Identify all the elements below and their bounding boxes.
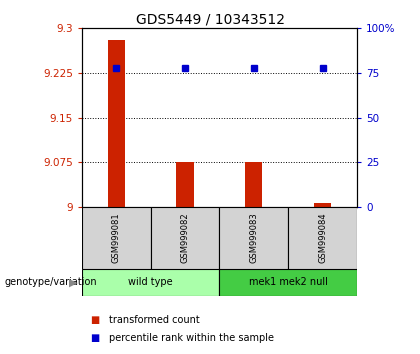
Bar bbox=[219, 269, 357, 296]
Text: percentile rank within the sample: percentile rank within the sample bbox=[109, 333, 274, 343]
Bar bbox=[288, 207, 357, 269]
Bar bbox=[151, 207, 219, 269]
Text: GSM999081: GSM999081 bbox=[112, 213, 121, 263]
Text: GSM999084: GSM999084 bbox=[318, 213, 327, 263]
Text: mek1 mek2 null: mek1 mek2 null bbox=[249, 277, 328, 287]
Bar bbox=[219, 207, 288, 269]
Text: GDS5449 / 10343512: GDS5449 / 10343512 bbox=[136, 12, 284, 27]
Bar bbox=[82, 207, 151, 269]
Bar bbox=[314, 203, 331, 207]
Text: genotype/variation: genotype/variation bbox=[4, 277, 97, 287]
Text: transformed count: transformed count bbox=[109, 315, 200, 325]
Bar bbox=[108, 40, 125, 207]
Bar bbox=[82, 269, 219, 296]
Text: ▶: ▶ bbox=[69, 277, 78, 287]
Text: GSM999083: GSM999083 bbox=[249, 213, 258, 263]
Bar bbox=[176, 162, 194, 207]
Text: wild type: wild type bbox=[129, 277, 173, 287]
Text: ■: ■ bbox=[90, 333, 100, 343]
Bar bbox=[245, 162, 262, 207]
Text: GSM999082: GSM999082 bbox=[181, 213, 189, 263]
Text: ■: ■ bbox=[90, 315, 100, 325]
